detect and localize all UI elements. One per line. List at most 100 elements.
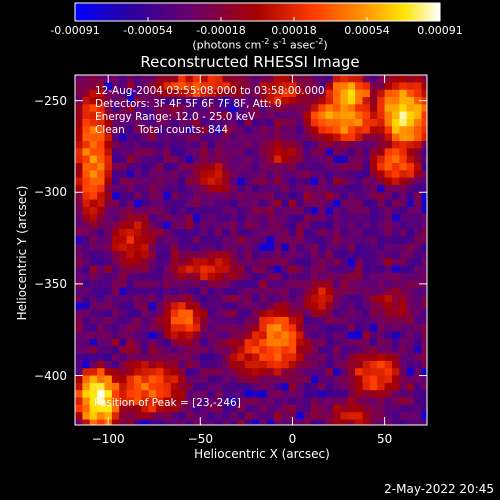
heatmap-cell [170,346,179,355]
heatmap-cell [399,338,408,347]
heatmap-cell [156,243,165,252]
heatmap-cell [310,368,319,377]
heatmap-cell [340,302,349,311]
heatmap-cell [303,243,312,252]
heatmap-cell [384,302,393,311]
heatmap-cell [310,111,319,120]
heatmap-cell [340,412,349,421]
heatmap-cell [163,163,172,171]
heatmap-cell [222,228,231,237]
heatmap-cell [126,368,135,377]
heatmap-cell [200,148,209,157]
heatmap-cell [414,141,423,149]
heatmap-cell [318,163,327,171]
heatmap-cell [259,390,268,399]
heatmap-cell [333,104,341,113]
heatmap-cell [134,331,142,340]
heatmap-cell [362,82,371,91]
heatmap-cell [229,316,238,325]
heatmap-cell [170,382,179,391]
heatmap-cell [134,302,142,311]
heatmap-cell [414,111,423,120]
heatmap-cell [134,397,142,406]
heatmap-cell [274,419,282,425]
heatmap-cell [251,243,260,252]
heatmap-cell [192,324,201,333]
heatmap-cell [178,338,187,347]
heatmap-cell [266,155,275,164]
heatmap-cell [200,309,209,318]
heatmap-cell [325,221,334,230]
heatmap-cell [347,228,356,237]
heatmap-cell [244,89,253,98]
heatmap-cell [340,148,349,157]
heatmap-cell [207,126,216,135]
heatmap-cell [244,228,253,237]
heatmap-cell [163,258,172,267]
heatmap-cell [333,192,341,201]
heatmap-cell [281,338,290,347]
heatmap-cell [75,272,83,281]
heatmap-cell [237,353,246,362]
heatmap-cell [119,170,128,179]
heatmap-cell [251,309,260,318]
heatmap-cell [163,170,172,179]
heatmap-cell [89,170,98,179]
heatmap-cell [82,258,91,267]
heatmap-cell [75,353,83,362]
heatmap-cell [75,331,83,340]
heatmap-cell [340,382,349,391]
heatmap-cell [296,199,305,208]
heatmap-cell [362,228,371,237]
heatmap-cell [274,404,282,413]
heatmap-cell [163,126,172,135]
heatmap-cell [215,316,224,325]
heatmap-cell [207,324,216,333]
heatmap-cell [237,111,246,120]
heatmap-cell [333,82,341,91]
heatmap-cell [185,375,194,384]
heatmap-cell [325,404,334,413]
heatmap-cell [266,148,275,157]
heatmap-cell [266,309,275,318]
heatmap-cell [192,75,201,83]
heatmap-cell [82,382,91,391]
heatmap-cell [244,331,253,340]
heatmap-cell [340,177,349,186]
heatmap-cell [215,89,224,98]
heatmap-cell [303,302,312,311]
heatmap-cell [259,302,268,311]
heatmap-cell [222,258,231,267]
heatmap-cell [126,155,135,164]
heatmap-cell [266,133,275,142]
heatmap-cell [288,390,297,399]
heatmap-cell [148,412,157,421]
heatmap-cell [251,265,260,274]
heatmap-cell [178,294,187,303]
heatmap-cell [244,75,253,83]
heatmap-cell [251,368,260,377]
heatmap-cell [207,119,216,127]
heatmap-cell [126,324,135,333]
heatmap-cell [126,309,135,318]
heatmap-cell [148,177,157,186]
heatmap-cell [97,221,106,230]
heatmap-cell [75,206,83,215]
heatmap-cell [296,302,305,311]
heatmap-cell [215,338,224,347]
heatmap-cell [237,236,246,245]
heatmap-cell [200,294,209,303]
heatmap-cell [75,382,83,391]
heatmap-cell [148,97,157,105]
heatmap-cell [310,287,319,296]
heatmap-cell [170,302,179,311]
heatmap-cell [148,346,157,355]
heatmap-cell [369,375,378,384]
heatmap-cell [340,404,349,413]
heatmap-cell [362,206,371,215]
heatmap-cell [222,206,231,215]
heatmap-cell [333,155,341,164]
heatmap-cell [82,272,91,281]
heatmap-cell [347,89,356,98]
colorbar-tick-label: -0.00091 [50,24,100,37]
